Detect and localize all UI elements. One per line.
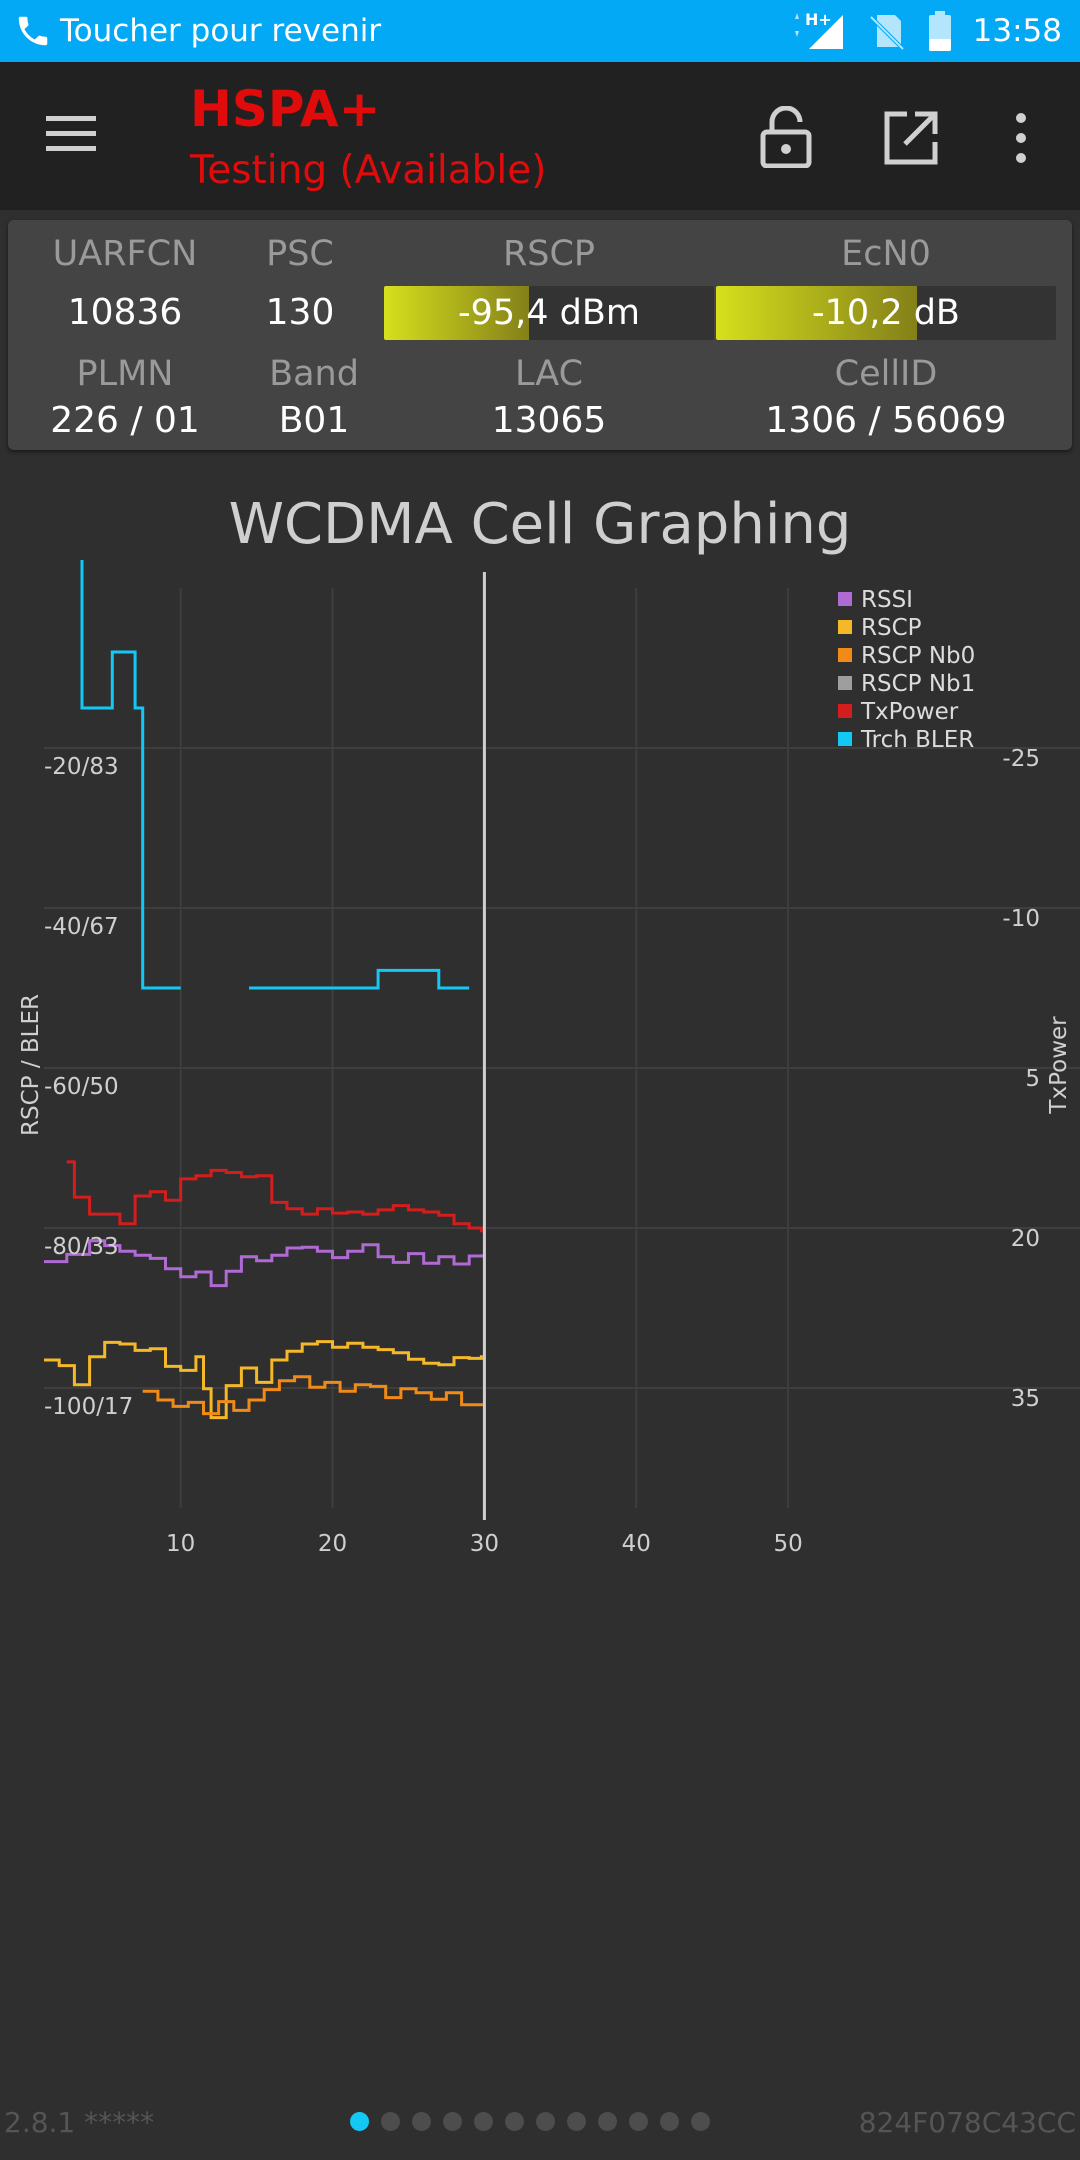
signal-icon: H+ (794, 10, 843, 49)
x-tick-label: 10 (166, 1531, 195, 1557)
more-vert-icon[interactable] (1006, 110, 1036, 166)
ecn0-value: -10,2 dB (812, 293, 960, 333)
clock: 13:58 (972, 13, 1062, 49)
page-dot[interactable] (660, 2112, 679, 2131)
page-dot[interactable] (598, 2112, 617, 2131)
page-dot[interactable] (629, 2112, 648, 2131)
legend-label: TxPower (860, 699, 959, 725)
x-tick-label: 40 (622, 1531, 651, 1557)
y-axis-label: RSCP / BLER (18, 994, 44, 1136)
band-value: B01 (278, 400, 350, 441)
lac-value: 13065 (491, 400, 607, 441)
rscp-bar: -95,4 dBm (384, 286, 714, 340)
cellid-value: 1306 / 56069 (765, 400, 1007, 441)
y2-axis-label: TxPower (1046, 1016, 1072, 1115)
plmn-label: PLMN (76, 354, 174, 394)
legend-swatch (838, 676, 852, 690)
ecn0-label: EcN0 (841, 234, 931, 274)
cellid-label: CellID (834, 354, 938, 394)
rscp-label: RSCP (502, 234, 596, 274)
psc-value: 130 (265, 292, 335, 333)
legend-swatch (838, 592, 852, 606)
legend-label: RSCP (861, 615, 922, 641)
series-line-trch-bler (80, 560, 470, 990)
psc-label: PSC (266, 234, 334, 274)
legend-swatch (838, 732, 852, 746)
y-tick-label: -40/67 (44, 914, 119, 940)
y2-tick-label: 20 (1011, 1226, 1040, 1252)
device-id: 824F078C43CC (858, 2106, 1076, 2139)
page-dot[interactable] (536, 2112, 555, 2131)
ecn0-bar: -10,2 dB (716, 286, 1056, 340)
rscp-value: -95,4 dBm (457, 293, 640, 333)
network-technology-title: HSPA+ (190, 80, 381, 138)
ecn0-bar-fill (716, 286, 917, 340)
lac-label: LAC (514, 354, 584, 394)
series-line-rscp (44, 1340, 483, 1420)
no-sim-icon (869, 15, 905, 51)
page-indicator[interactable] (350, 2112, 710, 2131)
open-external-icon[interactable] (883, 110, 939, 166)
page-dot[interactable] (350, 2112, 369, 2131)
network-type-indicator: H+ (805, 10, 832, 29)
chart-grid (44, 588, 1080, 1508)
legend-swatch (838, 620, 852, 634)
series-line-rssi (44, 1239, 483, 1288)
page-dot[interactable] (381, 2112, 400, 2131)
y-tick-label: -60/50 (44, 1074, 119, 1100)
x-tick-label: 30 (470, 1531, 499, 1557)
x-tick-label: 20 (318, 1531, 347, 1557)
legend-label: RSCP Nb0 (861, 643, 975, 669)
y-tick-label: -80/33 (44, 1234, 119, 1260)
chart-ticks: 10 20 30 40 50 -20/83 -40/67 -60/50 -80/33 -100/1… (44, 572, 1040, 1557)
legend-label: RSCP Nb1 (861, 671, 975, 697)
rscp-bar-fill (384, 286, 530, 340)
menu-icon[interactable] (44, 110, 100, 158)
x-tick-label: 50 (773, 1531, 802, 1557)
y-tick-label: -20/83 (44, 754, 119, 780)
return-to-call-text[interactable]: Toucher pour revenir (60, 13, 382, 49)
phone-icon (18, 16, 48, 46)
legend-swatch (838, 648, 852, 662)
connection-state: Testing (Available) (190, 148, 547, 193)
series-line-rscp-nb0 (142, 1375, 483, 1416)
y2-tick-label: -25 (1002, 746, 1040, 772)
y2-tick-label: -10 (1002, 906, 1040, 932)
page-dot[interactable] (567, 2112, 586, 2131)
y2-tick-label: 5 (1025, 1066, 1040, 1092)
legend-label: Trch BLER (860, 727, 974, 753)
page-dot[interactable] (474, 2112, 493, 2131)
uarfcn-label: UARFCN (52, 234, 198, 274)
y-tick-label: -100/17 (44, 1394, 133, 1420)
page-dot[interactable] (505, 2112, 524, 2131)
plmn-value: 226 / 01 (50, 400, 200, 441)
series-line-txpower (66, 1160, 483, 1233)
legend-label: RSSI (861, 587, 913, 613)
wcdma-cell-chart[interactable]: 10 20 30 40 50 -20/83 -40/67 -60/50 -80/33 -100/1… (0, 560, 1080, 1560)
app-bar (0, 62, 1080, 210)
cell-info-panel: UARFCN 10836 PSC 130 RSCP -95,4 dBm EcN0… (8, 220, 1072, 450)
battery-icon (928, 11, 951, 51)
y2-tick-label: 35 (1011, 1386, 1040, 1412)
chart-series (44, 560, 483, 1420)
band-label: Band (269, 354, 359, 394)
app-version: 2.8.1 ***** (4, 2106, 155, 2139)
page-dot[interactable] (691, 2112, 710, 2131)
page-dot[interactable] (443, 2112, 462, 2131)
lock-open-icon[interactable] (758, 106, 814, 168)
uarfcn-value: 10836 (67, 292, 183, 333)
chart-title: WCDMA Cell Graphing (228, 492, 852, 557)
legend-swatch (838, 704, 852, 718)
page-dot[interactable] (412, 2112, 431, 2131)
status-bar[interactable]: Toucher pour revenir H+ 13:58 (0, 0, 1080, 62)
